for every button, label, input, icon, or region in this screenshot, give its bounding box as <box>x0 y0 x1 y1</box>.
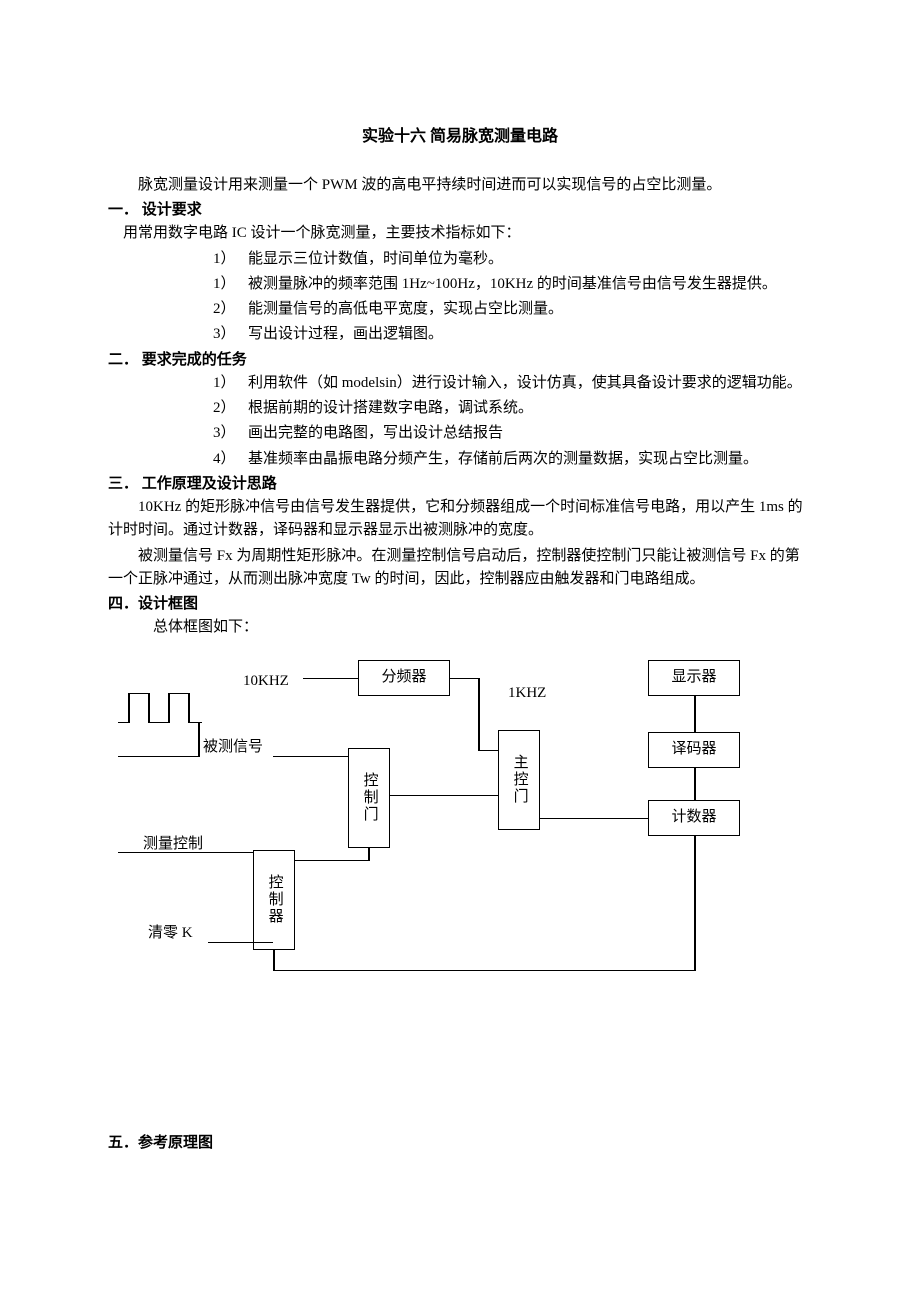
wire <box>478 750 498 752</box>
wire <box>273 970 694 972</box>
list-num: 3） <box>213 323 248 346</box>
section-3-head: 三． 工作原理及设计思路 <box>108 473 812 496</box>
wire <box>540 818 648 820</box>
list-item: 3）画出完整的电路图，写出设计总结报告 <box>213 422 812 445</box>
list-text: 根据前期的设计搭建数字电路，调试系统。 <box>248 397 812 420</box>
section-4-head: 四．设计框图 <box>108 593 812 616</box>
wire <box>273 950 275 970</box>
box-display: 显示器 <box>648 660 740 696</box>
box-counter: 计数器 <box>648 800 740 836</box>
page-title: 实验十六 简易脉宽测量电路 <box>108 125 812 150</box>
list-num: 1） <box>213 248 248 271</box>
wire <box>273 756 348 758</box>
label-10khz: 10KHZ <box>243 670 289 693</box>
wire <box>118 852 253 854</box>
wire <box>450 678 478 680</box>
list-text: 能测量信号的高低电平宽度，实现占空比测量。 <box>248 298 812 321</box>
list-text: 被测量脉冲的频率范围 1Hz~100Hz，10KHz 的时间基准信号由信号发生器… <box>248 273 812 296</box>
label-measured-signal: 被测信号 <box>203 736 263 759</box>
list-item: 1）能显示三位计数值，时间单位为毫秒。 <box>213 248 812 271</box>
box-controller-label: 控制器 <box>262 874 285 925</box>
list-num: 2） <box>213 298 248 321</box>
wire <box>478 678 480 750</box>
intro-paragraph: 脉宽测量设计用来测量一个 PWM 波的高电平持续时间进而可以实现信号的占空比测量… <box>108 174 812 197</box>
list-item: 4）基准频率由晶振电路分频产生，存储前后两次的测量数据，实现占空比测量。 <box>213 448 812 471</box>
box-divider: 分频器 <box>358 660 450 696</box>
wire <box>208 942 273 944</box>
wire <box>390 795 498 797</box>
list-text: 写出设计过程，画出逻辑图。 <box>248 323 812 346</box>
wire <box>198 723 200 757</box>
box-main-gate-label: 主控门 <box>507 754 530 805</box>
list-item: 2）根据前期的设计搭建数字电路，调试系统。 <box>213 397 812 420</box>
section-4-intro: 总体框图如下： <box>108 616 812 639</box>
section-1-list: 1）能显示三位计数值，时间单位为毫秒。 1）被测量脉冲的频率范围 1Hz~100… <box>108 248 812 347</box>
section-3-p1: 10KHz 的矩形脉冲信号由信号发生器提供，它和分频器组成一个时间标准信号电路，… <box>108 496 812 543</box>
box-decoder: 译码器 <box>648 732 740 768</box>
section-5-head: 五．参考原理图 <box>108 1132 812 1155</box>
list-text: 能显示三位计数值，时间单位为毫秒。 <box>248 248 812 271</box>
wire <box>118 756 198 758</box>
section-2-head: 二． 要求完成的任务 <box>108 349 812 372</box>
section-1-head: 一． 设计要求 <box>108 199 812 222</box>
label-clear-k: 清零 K <box>148 922 193 945</box>
list-text: 基准频率由晶振电路分频产生，存储前后两次的测量数据，实现占空比测量。 <box>248 448 812 471</box>
wire <box>368 848 370 861</box>
block-diagram: 10KHZ 1KHZ 被测信号 测量控制 清零 K 分频器 控制门 主控门 控制… <box>108 660 808 990</box>
box-main-gate: 主控门 <box>498 730 540 830</box>
list-item: 1）被测量脉冲的频率范围 1Hz~100Hz，10KHz 的时间基准信号由信号发… <box>213 273 812 296</box>
list-num: 3） <box>213 422 248 445</box>
list-item: 3）写出设计过程，画出逻辑图。 <box>213 323 812 346</box>
wire <box>303 678 358 680</box>
list-num: 2） <box>213 397 248 420</box>
section-1-intro: 用常用数字电路 IC 设计一个脉宽测量，主要技术指标如下： <box>108 222 812 245</box>
list-num: 1） <box>213 273 248 296</box>
box-controller: 控制器 <box>253 850 295 950</box>
list-text: 画出完整的电路图，写出设计总结报告 <box>248 422 812 445</box>
section-3-p2: 被测量信号 Fx 为周期性矩形脉冲。在测量控制信号启动后，控制器使控制门只能让被… <box>108 545 812 592</box>
box-control-gate-label: 控制门 <box>357 772 380 823</box>
list-num: 1） <box>213 372 248 395</box>
box-control-gate: 控制门 <box>348 748 390 848</box>
wire <box>694 696 696 732</box>
label-1khz: 1KHZ <box>508 682 546 705</box>
wire <box>295 860 368 862</box>
wire <box>694 836 696 971</box>
list-text: 利用软件（如 modelsin）进行设计输入，设计仿真，使其具备设计要求的逻辑功… <box>248 372 812 395</box>
list-num: 4） <box>213 448 248 471</box>
wire <box>694 768 696 800</box>
list-item: 2）能测量信号的高低电平宽度，实现占空比测量。 <box>213 298 812 321</box>
list-item: 1）利用软件（如 modelsin）进行设计输入，设计仿真，使其具备设计要求的逻… <box>213 372 812 395</box>
section-2-list: 1）利用软件（如 modelsin）进行设计输入，设计仿真，使其具备设计要求的逻… <box>108 372 812 471</box>
